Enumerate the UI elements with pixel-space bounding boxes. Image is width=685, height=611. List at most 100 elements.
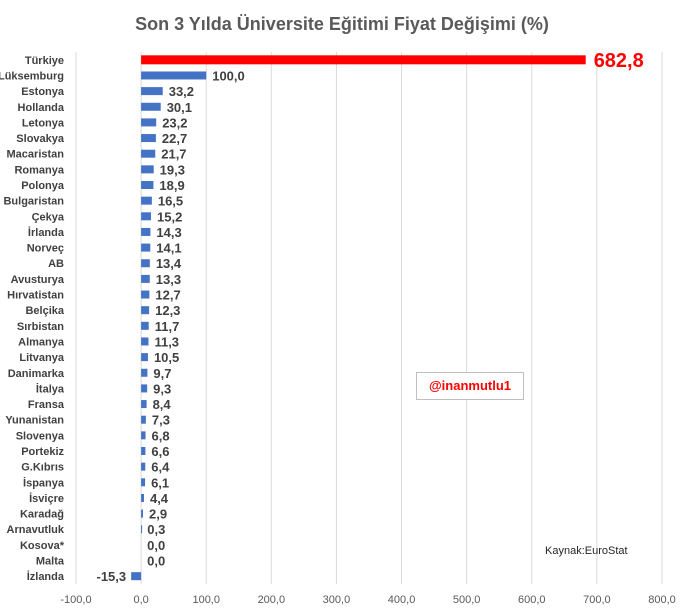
- category-label: İsviçre: [29, 492, 64, 505]
- value-label: 0,0: [147, 554, 165, 569]
- value-label: 33,2: [169, 84, 194, 99]
- bar: [141, 55, 586, 65]
- bar: [141, 290, 150, 299]
- x-tick-label: 0,0: [133, 594, 148, 606]
- value-label: 13,3: [156, 272, 181, 287]
- x-tick-label: -100,0: [60, 594, 91, 606]
- category-label: Karadağ: [20, 509, 64, 521]
- value-label: 15,2: [157, 209, 182, 224]
- value-label: 0,0: [147, 538, 165, 553]
- x-axis-ticks: -100,0 0,0 100,0 200,0 300,0 400,0 500,0 600,0 7…: [60, 594, 675, 606]
- bar: [141, 71, 207, 80]
- x-tick-label: 600,0: [518, 594, 546, 606]
- bars: [131, 55, 586, 581]
- value-label: 6,4: [151, 460, 170, 475]
- category-label: Çekya: [32, 211, 65, 223]
- value-label: 2,9: [149, 507, 167, 522]
- category-label: Macaristan: [7, 149, 65, 161]
- value-label: 12,3: [155, 303, 180, 318]
- value-label: 6,1: [151, 475, 169, 490]
- category-label: Kosova*: [20, 540, 65, 552]
- value-label: 12,7: [155, 288, 180, 303]
- category-label: Norveç: [27, 243, 64, 255]
- value-label: 18,9: [159, 178, 184, 193]
- bar: [141, 212, 152, 221]
- bar: [141, 306, 150, 315]
- category-label: Avusturya: [11, 274, 65, 286]
- value-label: 30,1: [167, 100, 192, 115]
- watermark-label: @inanmutlu1: [416, 372, 524, 400]
- category-label: Hırvatistan: [7, 290, 64, 302]
- bar: [141, 165, 154, 174]
- bar: [141, 353, 148, 362]
- value-label: 14,3: [156, 225, 181, 240]
- bar: [141, 337, 149, 346]
- value-label: 9,3: [153, 381, 171, 396]
- x-tick-label: 100,0: [192, 594, 220, 606]
- category-label: Slovenya: [16, 430, 65, 442]
- bar: [141, 134, 156, 143]
- category-label: Sırbistan: [17, 321, 64, 333]
- bar: [141, 118, 157, 127]
- value-label: 11,7: [155, 319, 180, 334]
- bar: [141, 259, 150, 268]
- category-label: Letonya: [22, 117, 65, 129]
- category-label: Belçika: [25, 305, 64, 317]
- bar: [141, 368, 148, 377]
- category-label: Fransa: [28, 399, 65, 411]
- category-label: İzlanda: [27, 570, 65, 583]
- bar: [141, 400, 147, 409]
- value-label: -15,3: [97, 569, 127, 584]
- category-labels: Türkiye Lüksemburg Estonya Hollanda Letonya S…: [0, 55, 65, 583]
- value-label: 7,3: [152, 413, 170, 428]
- value-labels: 682,8 100,0 33,230,123,222,721,719,318,916…: [97, 50, 644, 584]
- value-label: 0,3: [147, 522, 165, 537]
- x-tick-label: 200,0: [258, 594, 286, 606]
- category-label: Portekiz: [21, 446, 64, 458]
- value-label: 21,7: [161, 147, 186, 162]
- category-label: AB: [48, 258, 64, 270]
- source-label: Kaynak:EuroStat: [545, 545, 628, 557]
- bar: [141, 431, 146, 440]
- category-label: Türkiye: [25, 55, 64, 67]
- bar: [141, 462, 146, 471]
- category-label: Litvanya: [19, 352, 65, 364]
- bar: [141, 384, 148, 393]
- category-label: Bulgaristan: [3, 196, 64, 208]
- category-label: Estonya: [21, 86, 65, 98]
- value-label: 6,8: [152, 428, 170, 443]
- bar: [141, 321, 149, 330]
- x-tick-label: 300,0: [323, 594, 351, 606]
- value-label: 682,8: [594, 50, 644, 72]
- category-label: Yunanistan: [5, 415, 64, 427]
- bar: [131, 572, 142, 581]
- x-tick-label: 700,0: [583, 594, 611, 606]
- category-label: Hollanda: [18, 102, 65, 114]
- category-label: İrlanda: [28, 226, 65, 239]
- value-label: 10,5: [154, 350, 179, 365]
- bar: [141, 509, 143, 518]
- x-tick-label: 500,0: [453, 594, 481, 606]
- value-label: 8,4: [153, 397, 172, 412]
- x-tick-label: 400,0: [388, 594, 416, 606]
- value-label: 6,6: [151, 444, 169, 459]
- value-label: 23,2: [162, 115, 187, 130]
- category-label: Malta: [36, 556, 65, 568]
- bar: [141, 525, 143, 534]
- category-label: Slovakya: [16, 133, 65, 145]
- bar: [141, 243, 151, 252]
- bar: [141, 196, 152, 205]
- category-label: İspanya: [23, 476, 65, 489]
- bar: [141, 102, 161, 111]
- value-label: 16,5: [158, 194, 183, 209]
- bar: [141, 227, 151, 236]
- category-label: İtalya: [36, 382, 65, 395]
- bar: [141, 415, 146, 424]
- category-label: G.Kıbrıs: [21, 462, 64, 474]
- bar: [141, 181, 154, 189]
- category-label: Lüksemburg: [0, 70, 64, 82]
- category-label: Polonya: [21, 180, 65, 192]
- bar: [141, 149, 156, 158]
- category-label: Almanya: [18, 336, 65, 348]
